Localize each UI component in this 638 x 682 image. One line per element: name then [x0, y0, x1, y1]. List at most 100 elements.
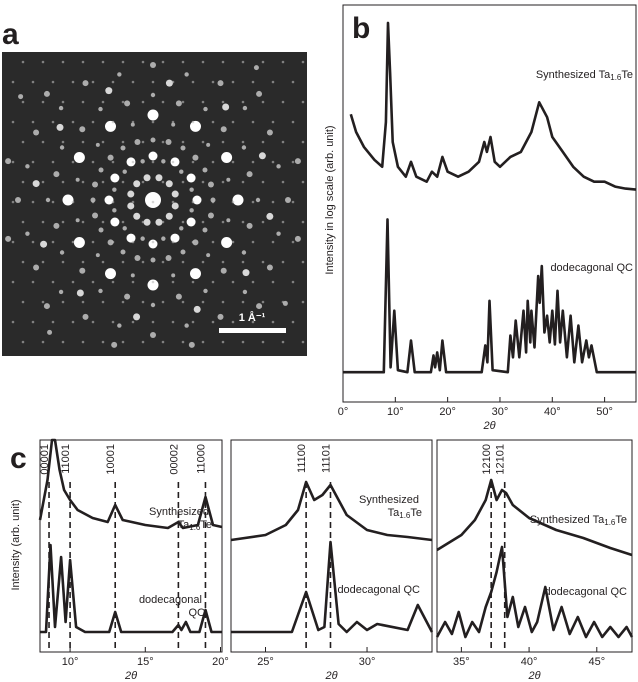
legend-label-part: QC — [189, 607, 206, 619]
faint-spot — [111, 320, 115, 324]
faint-spot — [61, 100, 65, 104]
spot — [165, 180, 173, 188]
faint-spot — [291, 80, 295, 84]
faint-spot — [221, 260, 225, 264]
faint-spot — [201, 100, 205, 104]
spot — [82, 313, 89, 320]
faint-spot — [231, 80, 235, 84]
faint-spot — [231, 240, 235, 244]
spot — [120, 145, 126, 151]
faint-spot — [41, 300, 45, 304]
faint-spot — [11, 200, 15, 204]
faint-spot — [71, 200, 75, 204]
faint-spot — [251, 240, 255, 244]
faint-spot — [121, 300, 125, 304]
spot — [148, 239, 158, 249]
faint-spot — [121, 140, 125, 144]
spot — [90, 197, 96, 203]
faint-spot — [241, 300, 245, 304]
spot — [256, 303, 263, 310]
faint-spot — [11, 240, 15, 244]
faint-spot — [221, 140, 225, 144]
faint-spot — [211, 80, 215, 84]
faint-spot — [211, 320, 215, 324]
spot — [184, 323, 189, 328]
faint-spot — [251, 80, 255, 84]
spot — [155, 218, 163, 226]
spot — [222, 103, 230, 111]
faint-spot — [141, 340, 145, 344]
faint-spot — [101, 260, 105, 264]
spot — [179, 226, 184, 231]
faint-spot — [81, 100, 85, 104]
faint-spot — [91, 280, 95, 284]
spot — [253, 65, 259, 71]
faint-spot — [301, 180, 305, 184]
legend-label-part: Synthesized Ta — [536, 69, 611, 81]
faint-spot — [241, 100, 245, 104]
faint-spot — [71, 80, 75, 84]
faint-spot — [31, 280, 35, 284]
spot — [130, 273, 135, 278]
faint-spot — [141, 300, 145, 304]
faint-spot — [21, 220, 25, 224]
spot — [155, 174, 163, 182]
spot — [266, 264, 273, 271]
x-tick-label: 50° — [596, 406, 613, 418]
spot — [192, 154, 199, 161]
series-line — [230, 480, 433, 542]
spot — [79, 126, 86, 133]
faint-spot — [181, 260, 185, 264]
spot — [111, 341, 118, 348]
series-line — [436, 478, 633, 557]
scale-bar-label: 1 Å⁻¹ — [239, 311, 266, 324]
series-line — [38, 438, 223, 530]
faint-spot — [101, 60, 105, 64]
faint-spot — [11, 80, 15, 84]
spot — [18, 94, 24, 100]
panel-label: c — [10, 442, 27, 475]
faint-spot — [171, 320, 175, 324]
faint-spot — [261, 180, 265, 184]
faint-spot — [101, 340, 105, 344]
faint-spot — [31, 240, 35, 244]
spot — [226, 177, 231, 182]
x-tick-label: 35° — [453, 656, 470, 668]
spot — [242, 289, 248, 295]
faint-spot — [271, 320, 275, 324]
panel-label: b — [352, 12, 370, 45]
faint-spot — [91, 120, 95, 124]
spot — [165, 212, 173, 220]
spot — [202, 167, 208, 173]
faint-spot — [51, 120, 55, 124]
spot — [202, 227, 208, 233]
x-tick-label: 30° — [359, 656, 376, 668]
legend-label-part: dodecagonal QC — [544, 586, 627, 598]
spot — [285, 197, 291, 203]
spot — [203, 288, 208, 294]
faint-spot — [61, 180, 65, 184]
legend-label: Synthesized Ta1.6Te — [359, 494, 422, 520]
faint-spot — [81, 140, 85, 144]
faint-spot — [101, 220, 105, 224]
faint-spot — [261, 300, 265, 304]
spot — [140, 159, 145, 164]
faint-spot — [121, 260, 125, 264]
spot — [134, 139, 141, 146]
faint-spot — [301, 140, 305, 144]
spot — [171, 273, 176, 278]
faint-spot — [231, 160, 235, 164]
faint-spot — [141, 100, 145, 104]
faint-spot — [71, 240, 75, 244]
faint-spot — [11, 280, 15, 284]
spot — [148, 151, 158, 161]
faint-spot — [131, 320, 135, 324]
spot — [134, 254, 141, 261]
spot — [32, 180, 40, 188]
spot — [161, 236, 166, 241]
faint-spot — [51, 160, 55, 164]
faint-spot — [71, 280, 75, 284]
faint-spot — [261, 60, 265, 64]
spot — [175, 293, 182, 300]
faint-spot — [161, 300, 165, 304]
